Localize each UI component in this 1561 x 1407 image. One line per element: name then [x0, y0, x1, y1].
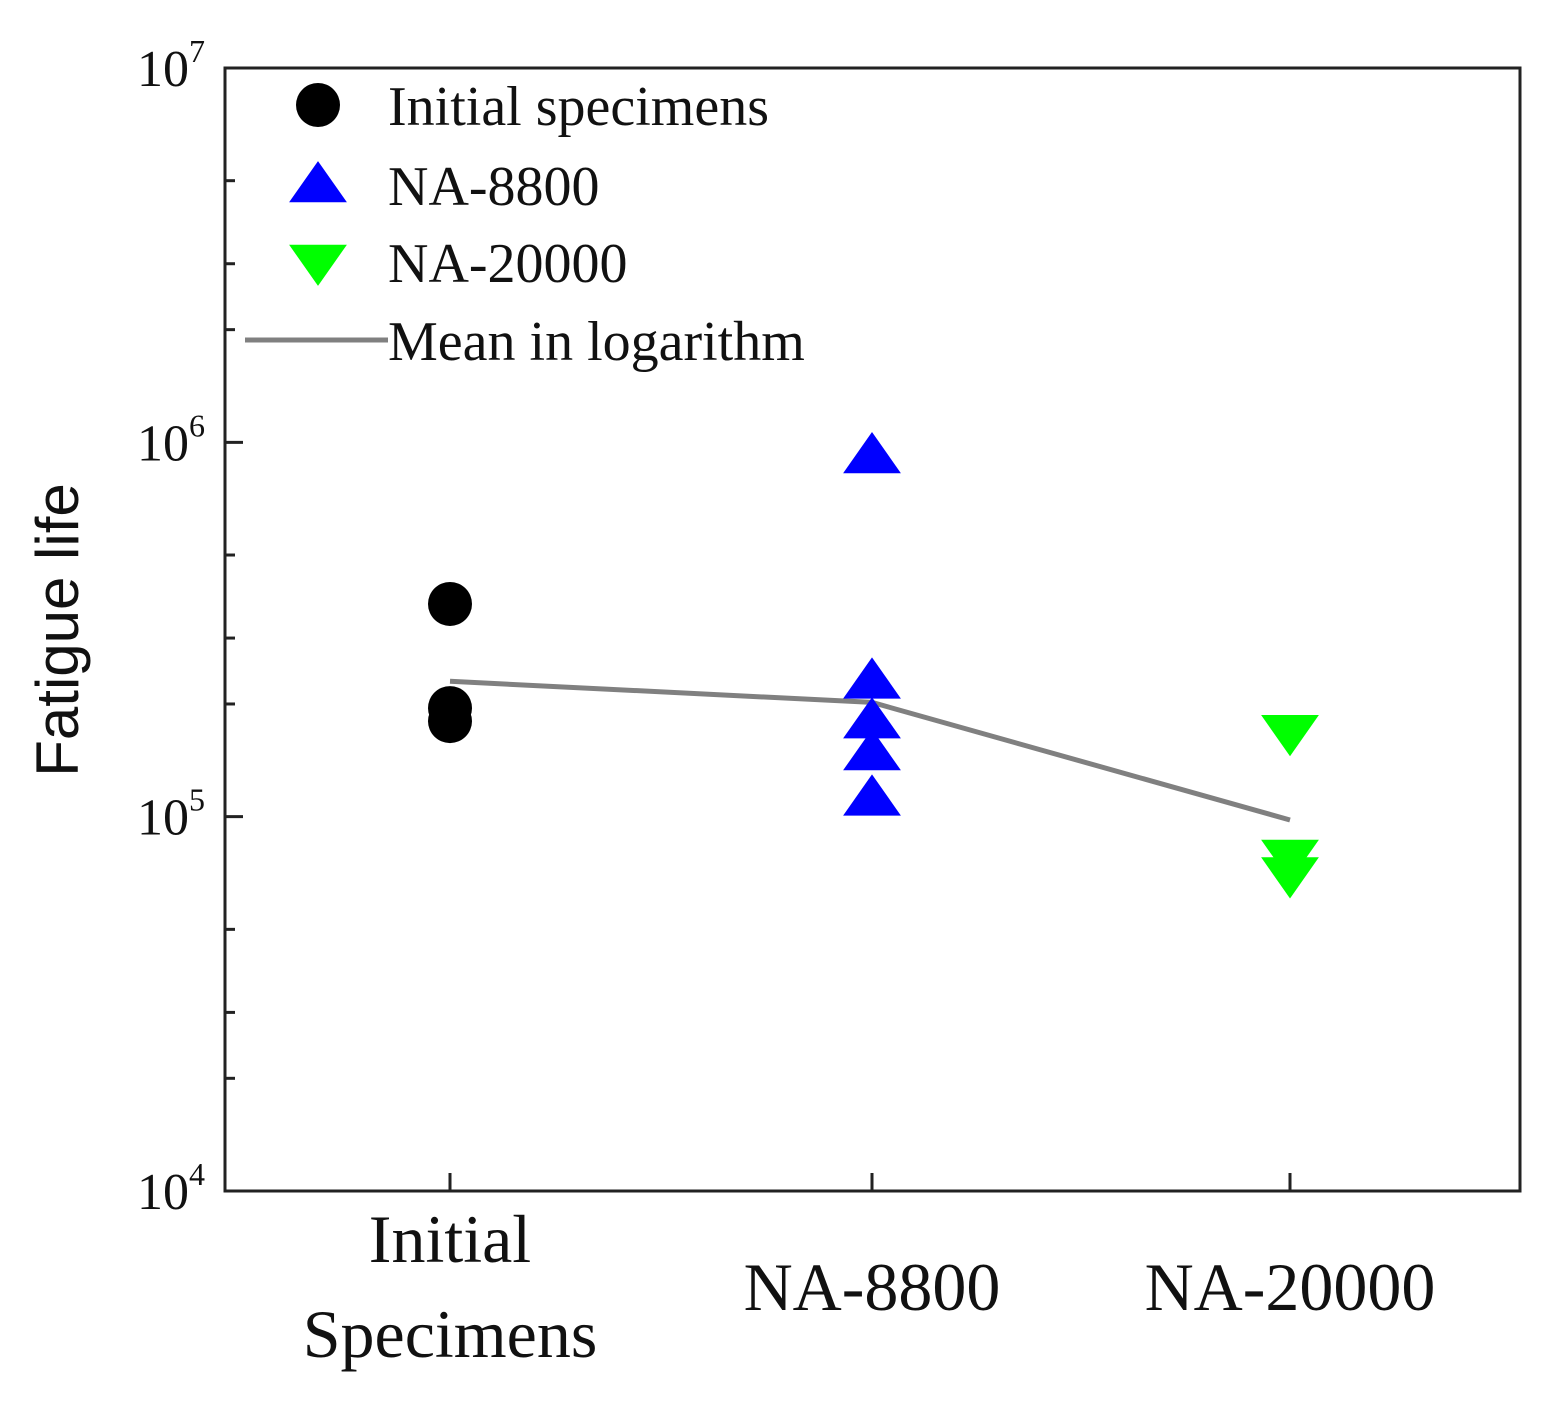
plot-frame [223, 66, 1522, 1193]
legend-label: NA-20000 [388, 233, 628, 295]
na-20000-point [1261, 715, 1319, 757]
y-tick-label-exponent: 4 [189, 1156, 205, 1192]
y-tick-label-exponent: 5 [189, 782, 205, 818]
y-tick-label-base: 10 [137, 790, 189, 847]
initial-specimen-point [428, 699, 472, 744]
y-tick-label: 107 [137, 33, 205, 98]
x-category-label: NA-20000 [1145, 1249, 1436, 1325]
x-axis-ticks: Initial Specimens NA-8800 NA-20000 [303, 1173, 1436, 1372]
na-20000-point [1261, 857, 1319, 899]
x-category-label: NA-8800 [744, 1249, 1001, 1325]
na-8800-point [843, 697, 901, 739]
legend-triangle-up-marker [289, 161, 347, 203]
na-8800-point [843, 774, 901, 816]
legend-label: Initial specimens [388, 76, 769, 138]
na-8800-point [843, 432, 901, 474]
y-tick-label-exponent: 6 [189, 407, 205, 443]
y-tick-label: 106 [137, 407, 205, 472]
y-tick-label: 104 [137, 1156, 205, 1221]
x-category-label: Specimens [303, 1296, 598, 1372]
na-8800-point [843, 729, 901, 771]
legend: Initial specimens NA-8800 NA-20000 Mean in … [245, 76, 805, 373]
y-axis-title: Fatigue life [24, 483, 91, 777]
y-tick-label-exponent: 7 [189, 33, 205, 69]
y-tick-label-base: 10 [137, 415, 189, 472]
legend-circle-marker [296, 83, 340, 127]
data-points [428, 432, 1319, 899]
x-category-label: Initial [369, 1201, 531, 1277]
na-8800-point [843, 657, 901, 699]
y-tick-label: 105 [137, 782, 205, 847]
legend-triangle-down-marker [289, 244, 347, 286]
legend-label: NA-8800 [388, 156, 600, 218]
y-tick-label-base: 10 [137, 1164, 189, 1221]
initial-specimen-point [428, 581, 472, 626]
legend-label: Mean in logarithm [388, 311, 805, 373]
y-tick-label-base: 10 [137, 41, 189, 98]
